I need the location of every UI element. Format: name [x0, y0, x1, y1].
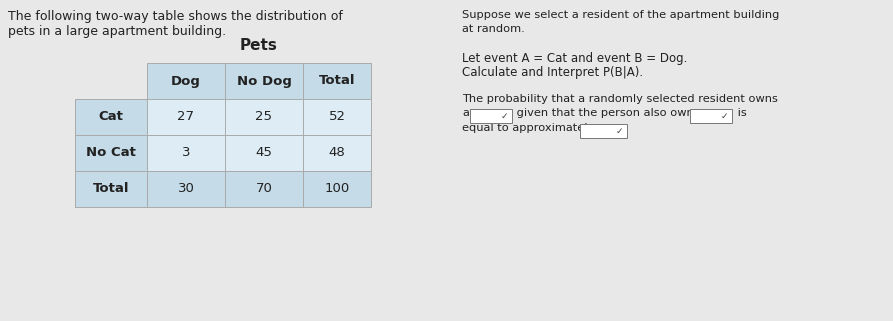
Bar — [75, 99, 147, 135]
Text: Cat: Cat — [98, 110, 123, 124]
Text: 52: 52 — [329, 110, 346, 124]
Bar — [147, 171, 225, 207]
Text: Let event A = Cat and event B = Dog.: Let event A = Cat and event B = Dog. — [462, 52, 688, 65]
Text: No Dog: No Dog — [237, 74, 291, 88]
Bar — [225, 135, 303, 171]
Text: Total: Total — [93, 183, 129, 195]
Text: a: a — [462, 108, 469, 118]
Text: 100: 100 — [324, 183, 350, 195]
Text: 25: 25 — [255, 110, 272, 124]
Text: ✓: ✓ — [721, 111, 728, 120]
Text: is: is — [734, 108, 747, 118]
Text: equal to approximately: equal to approximately — [462, 123, 594, 133]
Text: 70: 70 — [255, 183, 272, 195]
Bar — [470, 109, 512, 123]
Bar — [225, 171, 303, 207]
Text: Pets: Pets — [240, 38, 278, 53]
Text: 45: 45 — [255, 146, 272, 160]
Bar — [580, 124, 627, 138]
Bar — [75, 171, 147, 207]
Text: pets in a large apartment building.: pets in a large apartment building. — [8, 25, 226, 38]
Bar — [303, 63, 371, 99]
Bar — [303, 135, 371, 171]
Text: ✓: ✓ — [615, 126, 622, 135]
Bar — [303, 171, 371, 207]
Bar — [690, 109, 732, 123]
Text: 30: 30 — [178, 183, 195, 195]
Text: 27: 27 — [178, 110, 195, 124]
Text: 48: 48 — [329, 146, 346, 160]
Text: given that the person also owns a: given that the person also owns a — [513, 108, 710, 118]
Bar — [225, 99, 303, 135]
Text: 3: 3 — [182, 146, 190, 160]
Text: ✓: ✓ — [500, 111, 508, 120]
Text: Total: Total — [319, 74, 355, 88]
Bar — [75, 135, 147, 171]
Text: No Cat: No Cat — [86, 146, 136, 160]
Bar — [147, 99, 225, 135]
Text: Suppose we select a resident of the apartment building: Suppose we select a resident of the apar… — [462, 10, 780, 20]
Text: at random.: at random. — [462, 24, 525, 34]
Bar — [147, 63, 225, 99]
Text: The probability that a randomly selected resident owns: The probability that a randomly selected… — [462, 94, 778, 104]
Bar — [303, 99, 371, 135]
Bar — [147, 135, 225, 171]
Text: Calculate and Interpret P(B|A).: Calculate and Interpret P(B|A). — [462, 66, 643, 79]
Text: Dog: Dog — [171, 74, 201, 88]
Text: The following two-way table shows the distribution of: The following two-way table shows the di… — [8, 10, 343, 23]
Bar — [225, 63, 303, 99]
